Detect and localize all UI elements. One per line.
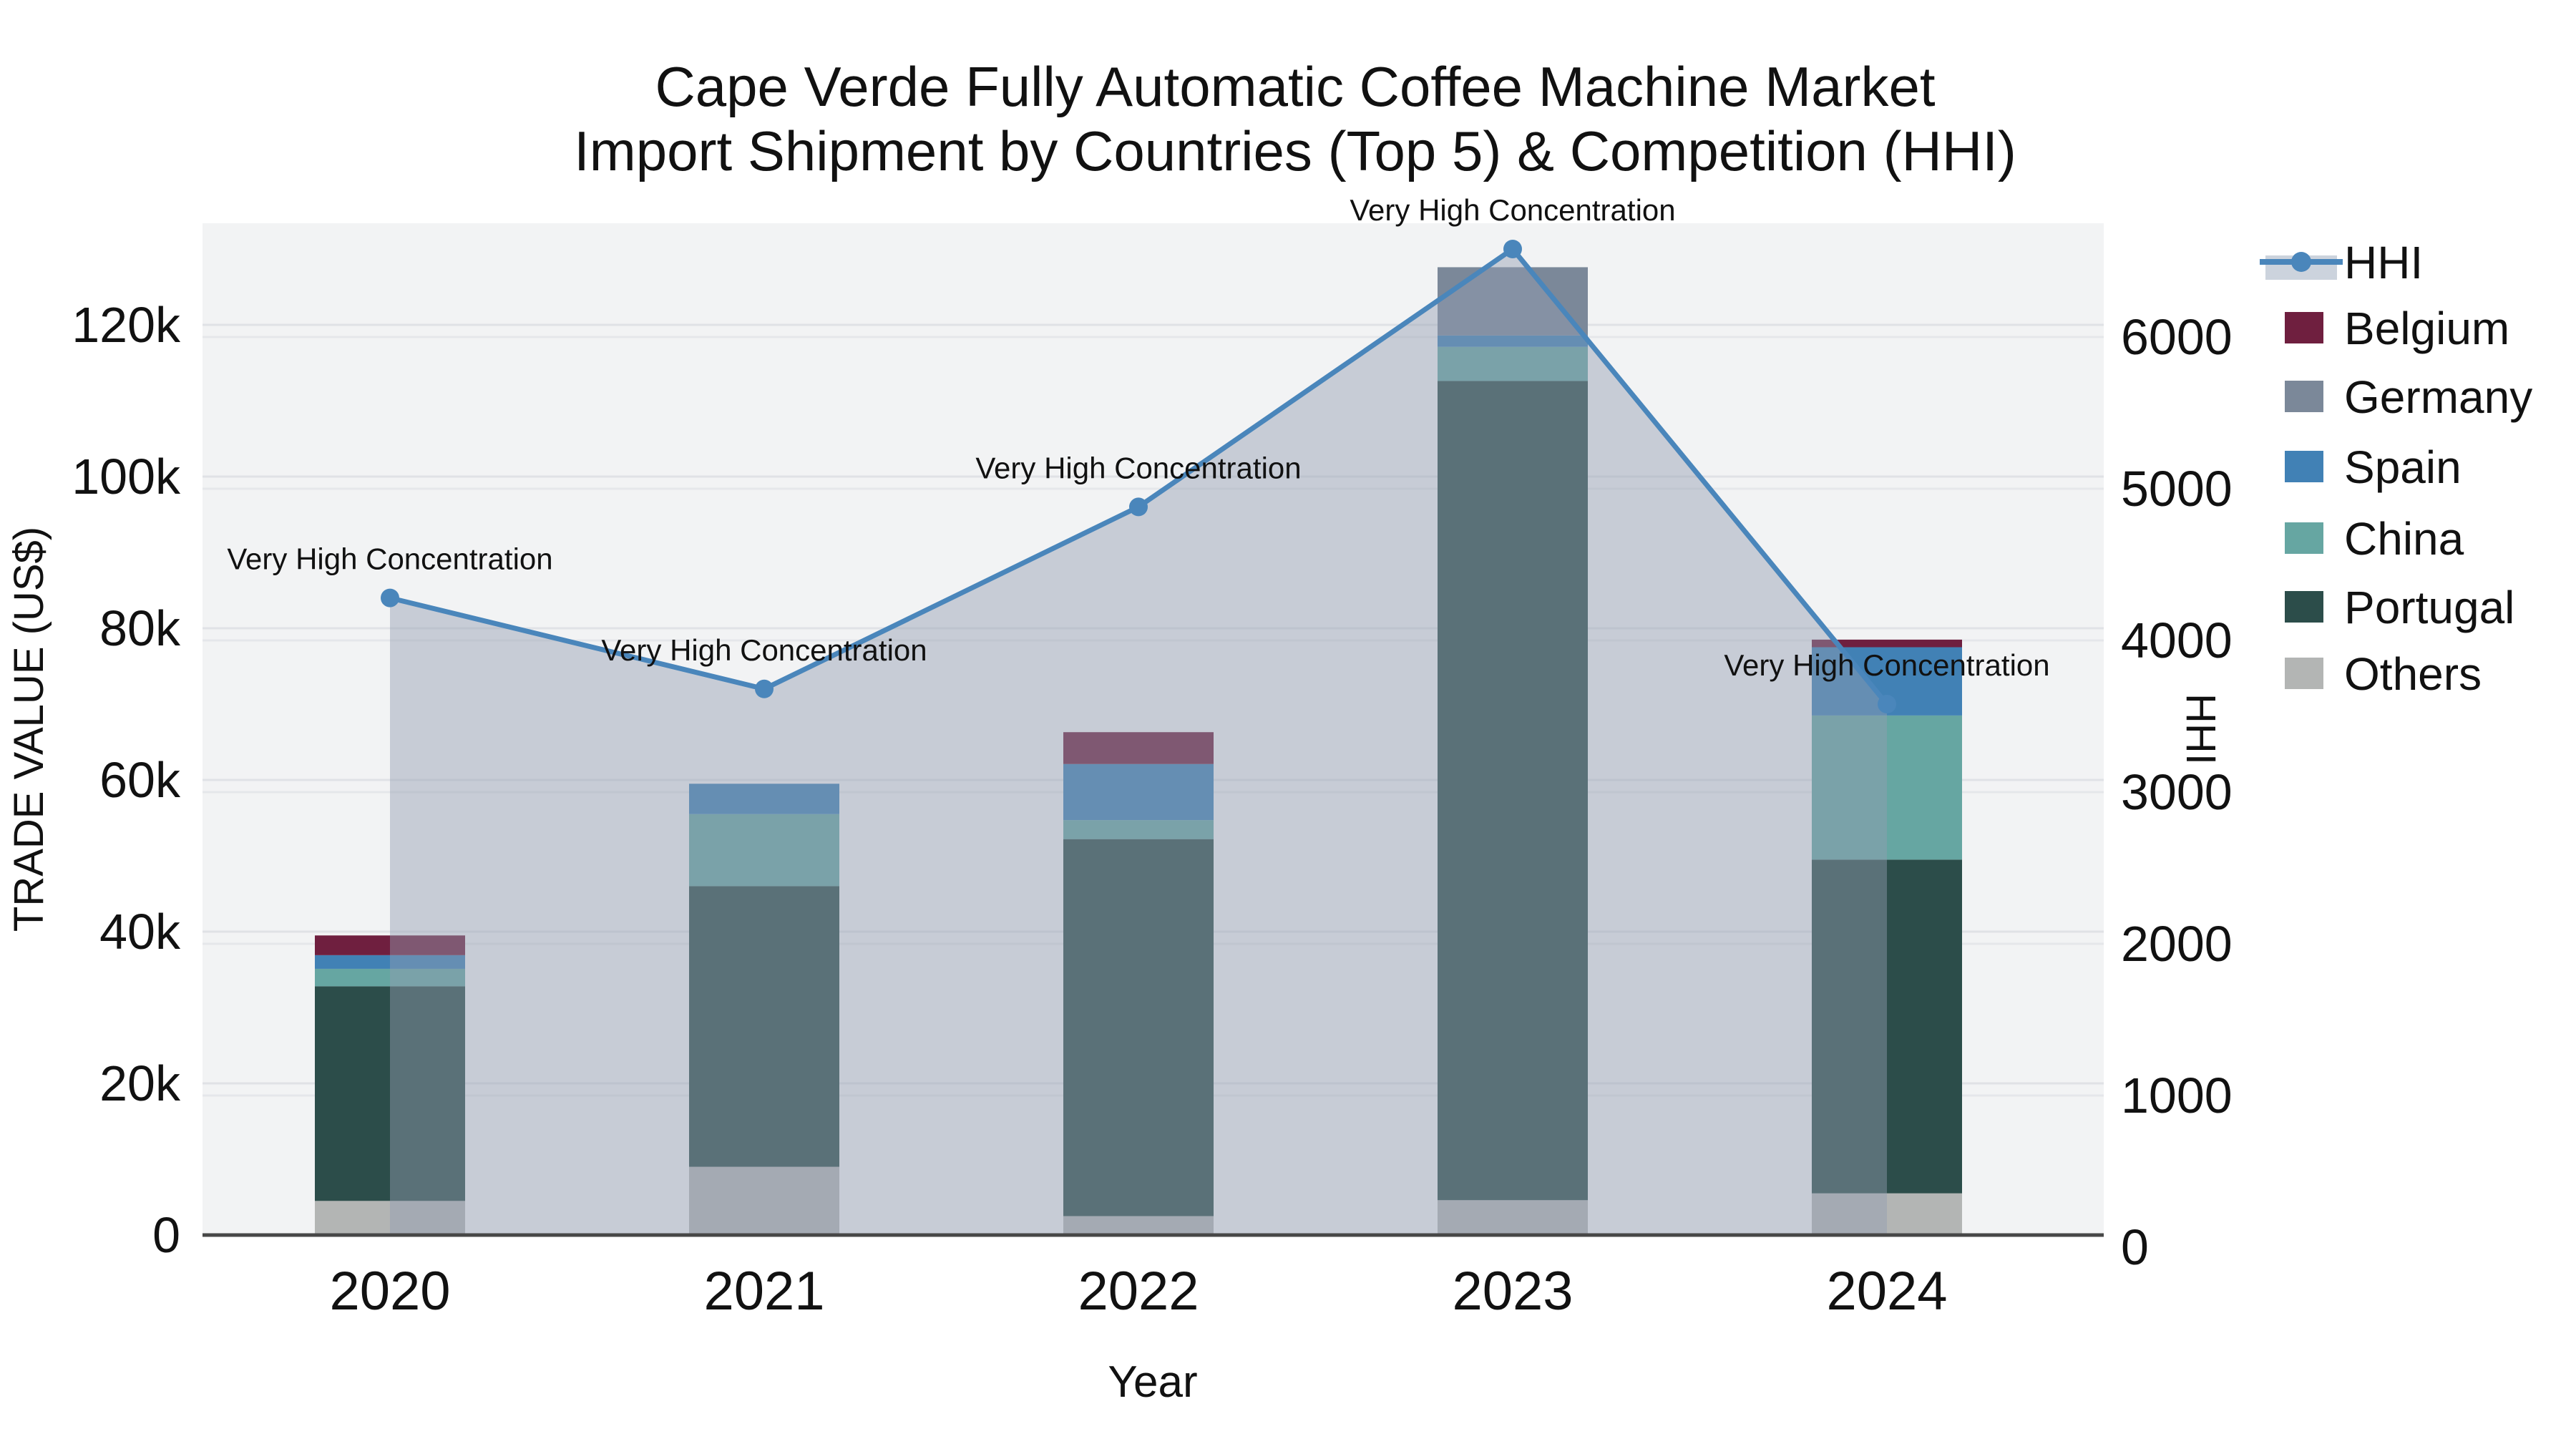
- annotation-very-high-concentration: Very High Concentration: [975, 451, 1301, 484]
- bar-segment-portugal-2023: [1438, 381, 1588, 1201]
- legend-item-label: China: [2344, 513, 2464, 565]
- hhi-marker-2022: [1129, 497, 1148, 517]
- x-tick-label-2023: 2023: [1452, 1261, 1573, 1322]
- y-right-tick-label: 3000: [2121, 764, 2233, 820]
- bar-segment-china-2024: [1812, 715, 1962, 860]
- bar-segment-others-2021: [689, 1166, 839, 1235]
- hhi-legend-marker-sample: [2291, 252, 2311, 272]
- legend: HHI Belgium Germany Spain China Portugal Other…: [2260, 237, 2532, 700]
- legend-item-label: Portugal: [2344, 582, 2514, 633]
- bar-segment-germany-2023: [1438, 267, 1588, 336]
- bar-segment-portugal-2021: [689, 886, 839, 1167]
- legend-swatch-china: [2285, 522, 2323, 554]
- legend-item-label: Others: [2344, 648, 2482, 700]
- bar-segment-spain-2022: [1063, 763, 1214, 821]
- x-axis-title: Year: [1108, 1357, 1197, 1407]
- y-left-tick-label: 60k: [99, 752, 181, 808]
- bar-segment-others-2023: [1438, 1200, 1588, 1235]
- legend-item-belgium[interactable]: Belgium: [2285, 303, 2509, 354]
- legend-item-china[interactable]: China: [2285, 513, 2464, 565]
- chart-subtitle: Import Shipment by Countries (Top 5) & C…: [574, 119, 2016, 182]
- x-tick-label-2024: 2024: [1826, 1261, 1947, 1322]
- legend-swatch-others: [2285, 658, 2323, 689]
- bar-segment-belgium-2022: [1063, 732, 1214, 764]
- y-right-tick-label: 4000: [2121, 613, 2233, 668]
- legend-item-hhi[interactable]: HHI: [2260, 237, 2423, 288]
- bar-segment-portugal-2020: [315, 986, 465, 1201]
- bar-segment-china-2020: [315, 968, 465, 987]
- x-tick-label-2021: 2021: [703, 1261, 824, 1322]
- bar-segment-portugal-2022: [1063, 839, 1214, 1216]
- bar-segment-china-2023: [1438, 346, 1588, 381]
- y-left-tick-label: 80k: [99, 600, 181, 656]
- y-left-tick-label: 40k: [99, 904, 181, 960]
- hhi-marker-2023: [1503, 240, 1522, 258]
- legend-item-germany[interactable]: Germany: [2285, 371, 2532, 423]
- y-left-axis-title: TRADE VALUE (US$): [6, 527, 52, 932]
- hhi-area-fill: [390, 249, 1887, 1235]
- y-left-tick-label: 100k: [72, 449, 181, 504]
- y-right-tick-label: 1000: [2121, 1068, 2233, 1123]
- y-right-tick-label: 2000: [2121, 916, 2233, 972]
- legend-item-label: Belgium: [2344, 303, 2509, 354]
- hhi-marker-2020: [381, 588, 399, 608]
- bar-segment-others-2024: [1812, 1193, 1962, 1235]
- y-left-tick-label: 120k: [72, 297, 181, 353]
- legend-item-spain[interactable]: Spain: [2285, 441, 2462, 493]
- bar-segment-china-2022: [1063, 820, 1214, 839]
- y-right-tick-label: 0: [2121, 1219, 2149, 1275]
- x-tick-label-2020: 2020: [329, 1261, 450, 1322]
- hhi-marker-2024: [1878, 695, 1896, 713]
- legend-item-others[interactable]: Others: [2285, 648, 2482, 700]
- annotation-very-high-concentration: Very High Concentration: [227, 542, 552, 576]
- y-left-tick-label: 0: [152, 1207, 180, 1263]
- bar-segment-spain-2020: [315, 955, 465, 969]
- bar-segment-spain-2021: [689, 784, 839, 814]
- y-right-axis-title: HHI: [2177, 693, 2224, 765]
- legend-swatch-spain: [2285, 451, 2323, 482]
- legend-item-label: HHI: [2344, 237, 2423, 288]
- bar-segment-belgium-2024: [1812, 639, 1962, 648]
- bar-segment-belgium-2020: [315, 935, 465, 955]
- bar-segment-china-2021: [689, 814, 839, 887]
- bar-segment-spain-2023: [1438, 335, 1588, 347]
- legend-swatch-belgium: [2285, 312, 2323, 343]
- bar-segment-others-2022: [1063, 1216, 1214, 1235]
- bar-segment-portugal-2024: [1812, 859, 1962, 1194]
- bar-segment-others-2020: [315, 1201, 465, 1235]
- legend-item-portugal[interactable]: Portugal: [2285, 582, 2514, 633]
- annotation-very-high-concentration: Very High Concentration: [601, 633, 927, 667]
- legend-swatch-portugal: [2285, 591, 2323, 623]
- hhi-marker-2021: [755, 679, 774, 698]
- chart-title: Cape Verde Fully Automatic Coffee Machin…: [655, 55, 1935, 118]
- legend-item-label: Germany: [2344, 371, 2532, 423]
- y-right-tick-label: 6000: [2121, 309, 2233, 365]
- y-left-tick-label: 20k: [99, 1055, 181, 1111]
- legend-swatch-germany: [2285, 381, 2323, 412]
- legend-item-label: Spain: [2344, 441, 2462, 493]
- y-right-tick-label: 5000: [2121, 461, 2233, 517]
- annotation-very-high-concentration: Very High Concentration: [1724, 648, 2049, 682]
- x-tick-label-2022: 2022: [1078, 1261, 1199, 1322]
- annotation-very-high-concentration: Very High Concentration: [1350, 193, 1675, 227]
